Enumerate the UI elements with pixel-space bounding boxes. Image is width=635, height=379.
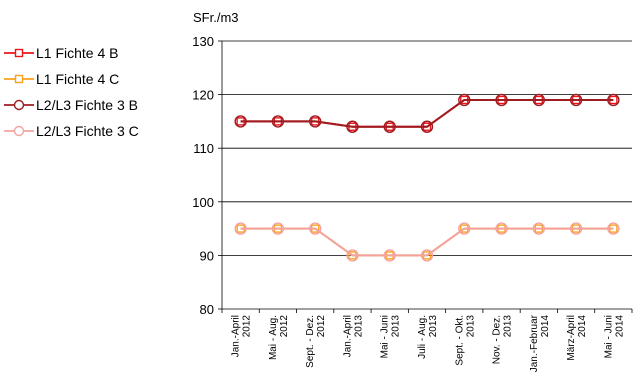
x-tick-label: Sept. - Dez.2012 xyxy=(305,315,327,368)
y-tick-label: 130 xyxy=(192,34,214,49)
x-tick-label: Mai - Aug.2012 xyxy=(268,315,290,360)
x-tick-label: Sept. - Okt.2013 xyxy=(454,315,476,366)
data-point xyxy=(308,115,322,128)
data-point xyxy=(607,222,620,235)
x-tick-label: Jan.-Februar2014 xyxy=(529,314,551,372)
legend-swatch xyxy=(4,125,34,137)
y-tick-label: 100 xyxy=(192,195,214,210)
y-tick-label: 90 xyxy=(200,248,214,263)
x-tick-label: Jan.-April2013 xyxy=(342,315,364,358)
legend-swatch xyxy=(4,74,34,84)
data-point xyxy=(346,120,359,133)
y-tick-label: 120 xyxy=(192,88,214,103)
x-tick-label: Nov. - Dez.2013 xyxy=(492,315,514,365)
x-tick-label: Juli - Aug.2013 xyxy=(417,315,439,359)
x-tick-label: Mai - Juni2014 xyxy=(603,315,625,359)
data-point xyxy=(532,222,546,235)
data-point xyxy=(607,93,620,107)
data-point xyxy=(383,120,396,133)
legend-label: L1 Fichte 4 C xyxy=(36,71,120,87)
data-point xyxy=(569,93,583,107)
x-tick-label: Mai - Juni2013 xyxy=(380,315,402,359)
legend-item: L1 Fichte 4 C xyxy=(4,66,139,92)
data-point xyxy=(458,93,471,107)
series-line-2 xyxy=(240,98,614,128)
legend-item: L2/L3 Fichte 3 B xyxy=(4,92,139,118)
legend-swatch xyxy=(4,48,34,58)
data-point xyxy=(271,222,285,235)
axis-layer: 80 90 100 110 120 130 Jan.-April2012 Mai - Aug.… xyxy=(192,34,633,372)
x-tick-label: Jan.-April2012 xyxy=(231,315,253,358)
legend-label: L1 Fichte 4 B xyxy=(36,45,119,61)
data-point xyxy=(234,222,247,235)
data-point xyxy=(308,222,322,235)
data-point xyxy=(495,93,508,107)
legend-swatch xyxy=(4,99,34,111)
y-tick-label: 80 xyxy=(200,302,214,317)
data-point xyxy=(383,249,396,262)
series-line-3 xyxy=(240,227,614,257)
series-layer xyxy=(234,93,620,262)
legend-item: L2/L3 Fichte 3 C xyxy=(4,118,139,144)
x-tick-label: März-April2014 xyxy=(566,315,588,361)
data-point xyxy=(420,120,434,133)
y-axis-title: SFr./m3 xyxy=(193,10,239,25)
data-point xyxy=(346,249,359,262)
legend: L1 Fichte 4 B L1 Fichte 4 C L2/L3 Fichte 3… xyxy=(4,40,139,144)
grid-layer xyxy=(222,40,632,310)
legend-label: L2/L3 Fichte 3 C xyxy=(36,123,139,139)
data-point xyxy=(458,222,471,235)
data-point xyxy=(234,115,247,128)
data-point xyxy=(495,222,508,235)
data-point xyxy=(569,222,583,235)
legend-label: L2/L3 Fichte 3 B xyxy=(36,97,138,113)
y-tick-label: 110 xyxy=(193,141,214,156)
legend-item: L1 Fichte 4 B xyxy=(4,40,139,66)
data-point xyxy=(271,115,285,128)
data-point xyxy=(532,93,546,107)
data-point xyxy=(420,249,434,262)
